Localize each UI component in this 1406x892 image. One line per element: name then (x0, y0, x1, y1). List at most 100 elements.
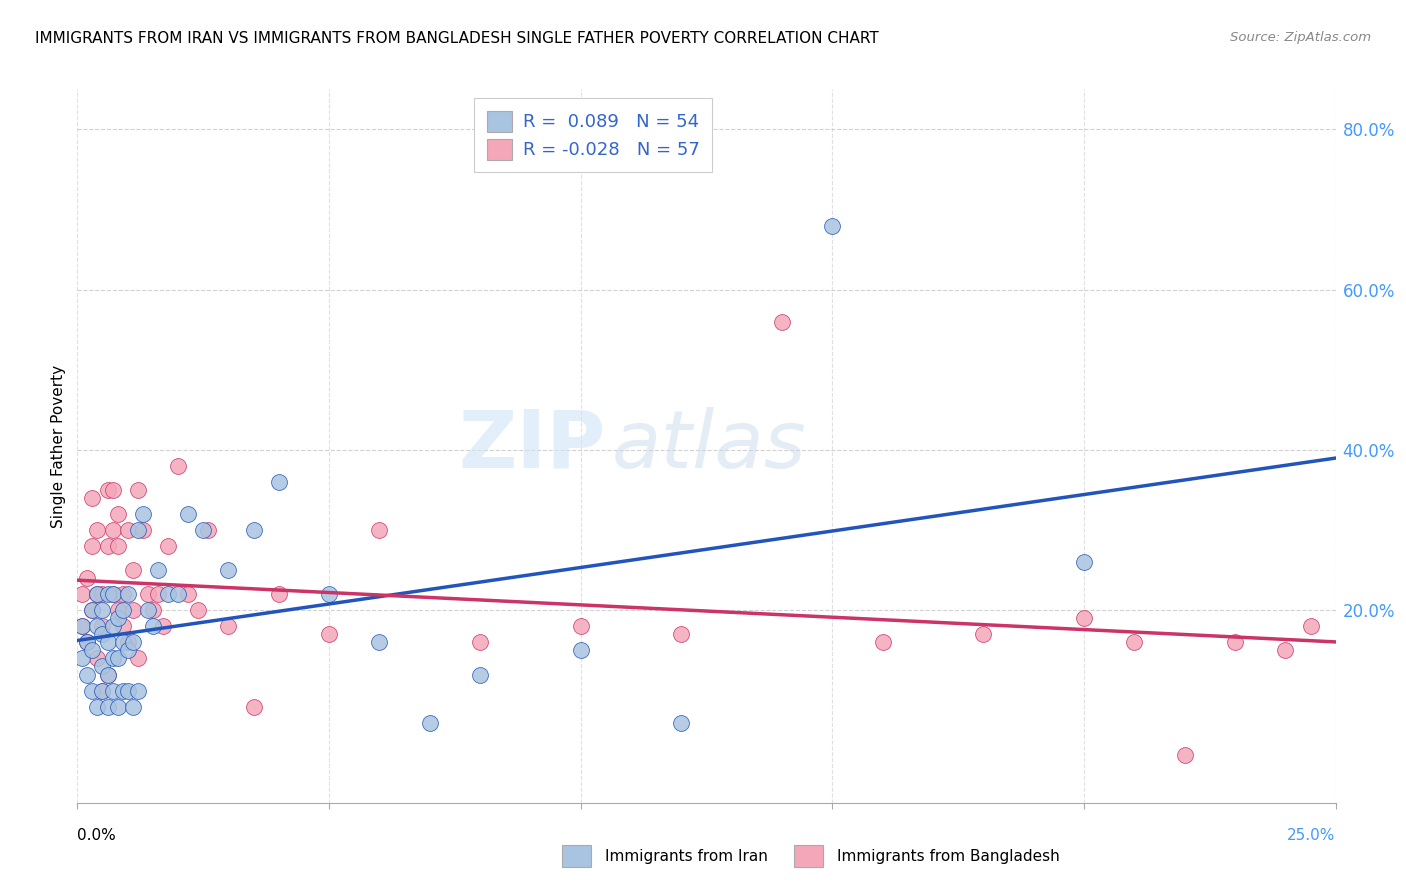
Point (156, 539, 179, 553)
Point (142, 619, 165, 633)
Point (156, 587, 179, 601)
Point (267, 475, 290, 489)
Point (191, 523, 215, 537)
Point (96, 635, 118, 649)
Point (111, 603, 134, 617)
Point (117, 635, 139, 649)
Legend: R =  0.089   N = 54, R = -0.028   N = 57: R = 0.089 N = 54, R = -0.028 N = 57 (474, 98, 713, 172)
Point (101, 683, 124, 698)
Point (569, 643, 592, 657)
Point (368, 523, 391, 537)
Point (117, 587, 139, 601)
Point (82, 539, 104, 553)
Text: 0.0%: 0.0% (77, 828, 117, 843)
Point (72, 651, 94, 665)
Point (146, 587, 169, 601)
Point (468, 667, 491, 681)
Point (121, 563, 143, 577)
Point (468, 635, 491, 649)
Point (152, 619, 174, 633)
Text: IMMIGRANTS FROM IRAN VS IMMIGRANTS FROM BANGLADESH SINGLE FATHER POVERTY CORRELA: IMMIGRANTS FROM IRAN VS IMMIGRANTS FROM … (35, 31, 879, 46)
Point (111, 587, 134, 601)
Point (1174, 747, 1197, 762)
Point (318, 587, 340, 601)
Point (76, 635, 98, 649)
Point (671, 715, 693, 730)
Point (177, 507, 200, 521)
Point (111, 683, 134, 698)
Point (86, 699, 108, 714)
Text: Immigrants from Iran: Immigrants from Iran (605, 849, 768, 863)
Point (107, 507, 129, 521)
Point (76, 635, 98, 649)
Point (76, 667, 98, 681)
Point (101, 619, 124, 633)
Point (569, 619, 592, 633)
Y-axis label: Single Father Poverty: Single Father Poverty (51, 365, 66, 527)
Point (121, 635, 143, 649)
Point (82, 603, 104, 617)
Point (117, 643, 139, 657)
Point (82, 603, 104, 617)
Point (107, 603, 129, 617)
Point (197, 523, 219, 537)
Point (91, 683, 114, 698)
Point (217, 619, 239, 633)
Point (86, 651, 108, 665)
Point (146, 563, 169, 577)
Point (107, 699, 129, 714)
Point (167, 458, 190, 473)
Point (107, 611, 129, 625)
Text: atlas: atlas (612, 407, 807, 485)
Text: ZIP: ZIP (458, 407, 606, 485)
Point (770, 315, 793, 329)
Point (107, 539, 129, 553)
Point (96, 667, 118, 681)
Point (86, 619, 108, 633)
Point (86, 587, 108, 601)
Point (91, 627, 114, 641)
Point (82, 491, 104, 505)
Point (82, 683, 104, 698)
Point (86, 587, 108, 601)
Point (86, 523, 108, 537)
Point (111, 635, 134, 649)
Point (242, 523, 264, 537)
Point (671, 627, 693, 641)
Point (96, 587, 118, 601)
Point (1223, 635, 1246, 649)
Point (1123, 635, 1146, 649)
Text: Immigrants from Bangladesh: Immigrants from Bangladesh (837, 849, 1059, 863)
Point (821, 219, 844, 233)
Point (127, 523, 149, 537)
Point (1299, 619, 1322, 633)
Point (127, 483, 149, 497)
Point (132, 507, 155, 521)
Point (72, 619, 94, 633)
Point (142, 603, 165, 617)
Point (91, 603, 114, 617)
Point (267, 587, 290, 601)
Point (117, 683, 139, 698)
Point (101, 651, 124, 665)
Point (217, 563, 239, 577)
Point (136, 603, 159, 617)
Point (187, 603, 209, 617)
Point (127, 651, 149, 665)
Point (96, 699, 118, 714)
Point (72, 619, 94, 633)
Point (107, 651, 129, 665)
Point (101, 587, 124, 601)
Point (1073, 611, 1095, 625)
Point (1073, 555, 1095, 569)
Point (127, 683, 149, 698)
Point (72, 587, 94, 601)
Point (167, 587, 190, 601)
Text: 25.0%: 25.0% (1288, 828, 1336, 843)
Point (82, 643, 104, 657)
Point (91, 619, 114, 633)
Point (96, 539, 118, 553)
Point (111, 619, 134, 633)
Point (101, 483, 124, 497)
Point (121, 603, 143, 617)
